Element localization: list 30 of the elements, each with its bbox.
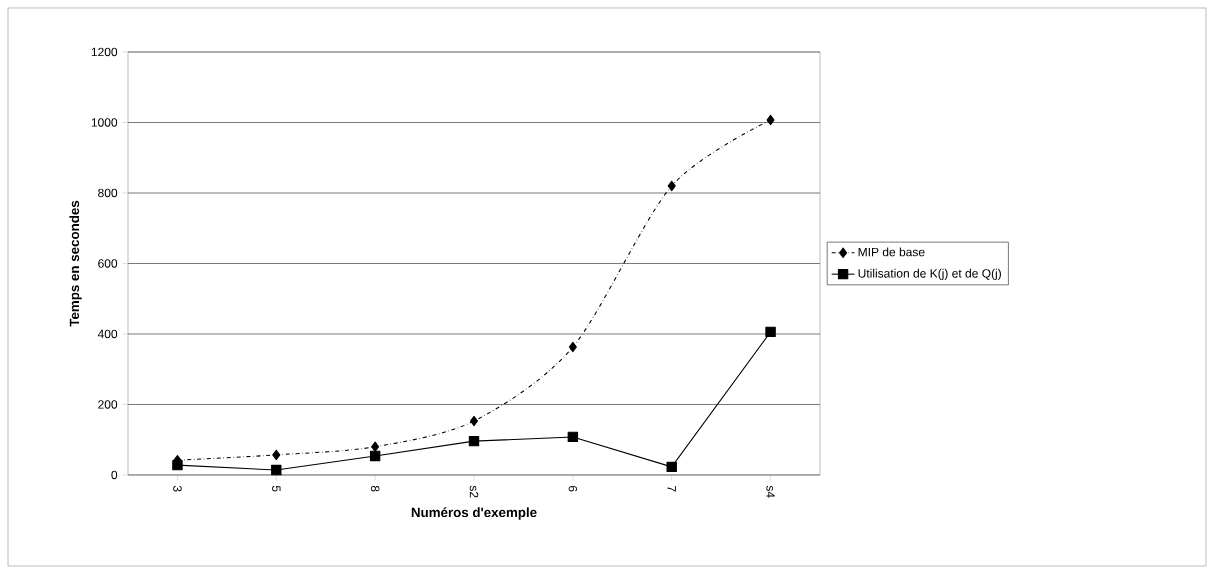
point: [369, 450, 381, 462]
point: [667, 180, 676, 192]
point: [666, 461, 677, 473]
x-tick-label: 5: [272, 485, 281, 492]
point: [765, 326, 776, 338]
y-tick-label: 1000: [91, 118, 118, 127]
point: [272, 449, 281, 461]
x-axis-title: Numéros d'exemple: [411, 507, 537, 520]
y-tick-label: 400: [97, 329, 118, 339]
point: [568, 341, 577, 353]
y-axis-title: Temps en secondes: [69, 200, 82, 327]
point: [468, 435, 480, 447]
legend-label: MIP de base: [858, 247, 925, 257]
y-tick-label: 200: [98, 400, 118, 409]
x-tick-label: s2: [469, 485, 479, 498]
x-tick-label: s4: [766, 485, 775, 498]
x-tick-label: 7: [667, 485, 676, 492]
x-tick-label: 8: [370, 485, 380, 492]
point: [271, 464, 282, 476]
point: [469, 415, 479, 427]
y-tick-label: 0: [111, 470, 118, 480]
y-tick-label: 1200: [91, 47, 118, 57]
x-tick-label: 3: [173, 485, 182, 492]
point: [567, 431, 579, 443]
y-tick-label: 800: [98, 188, 118, 198]
y-tick-label: 600: [98, 259, 118, 268]
x-tick-label: 6: [568, 485, 578, 492]
legend-label: Utilisation de K(j) et de Q(j): [858, 268, 1001, 280]
point: [371, 441, 380, 452]
point: [766, 114, 775, 126]
